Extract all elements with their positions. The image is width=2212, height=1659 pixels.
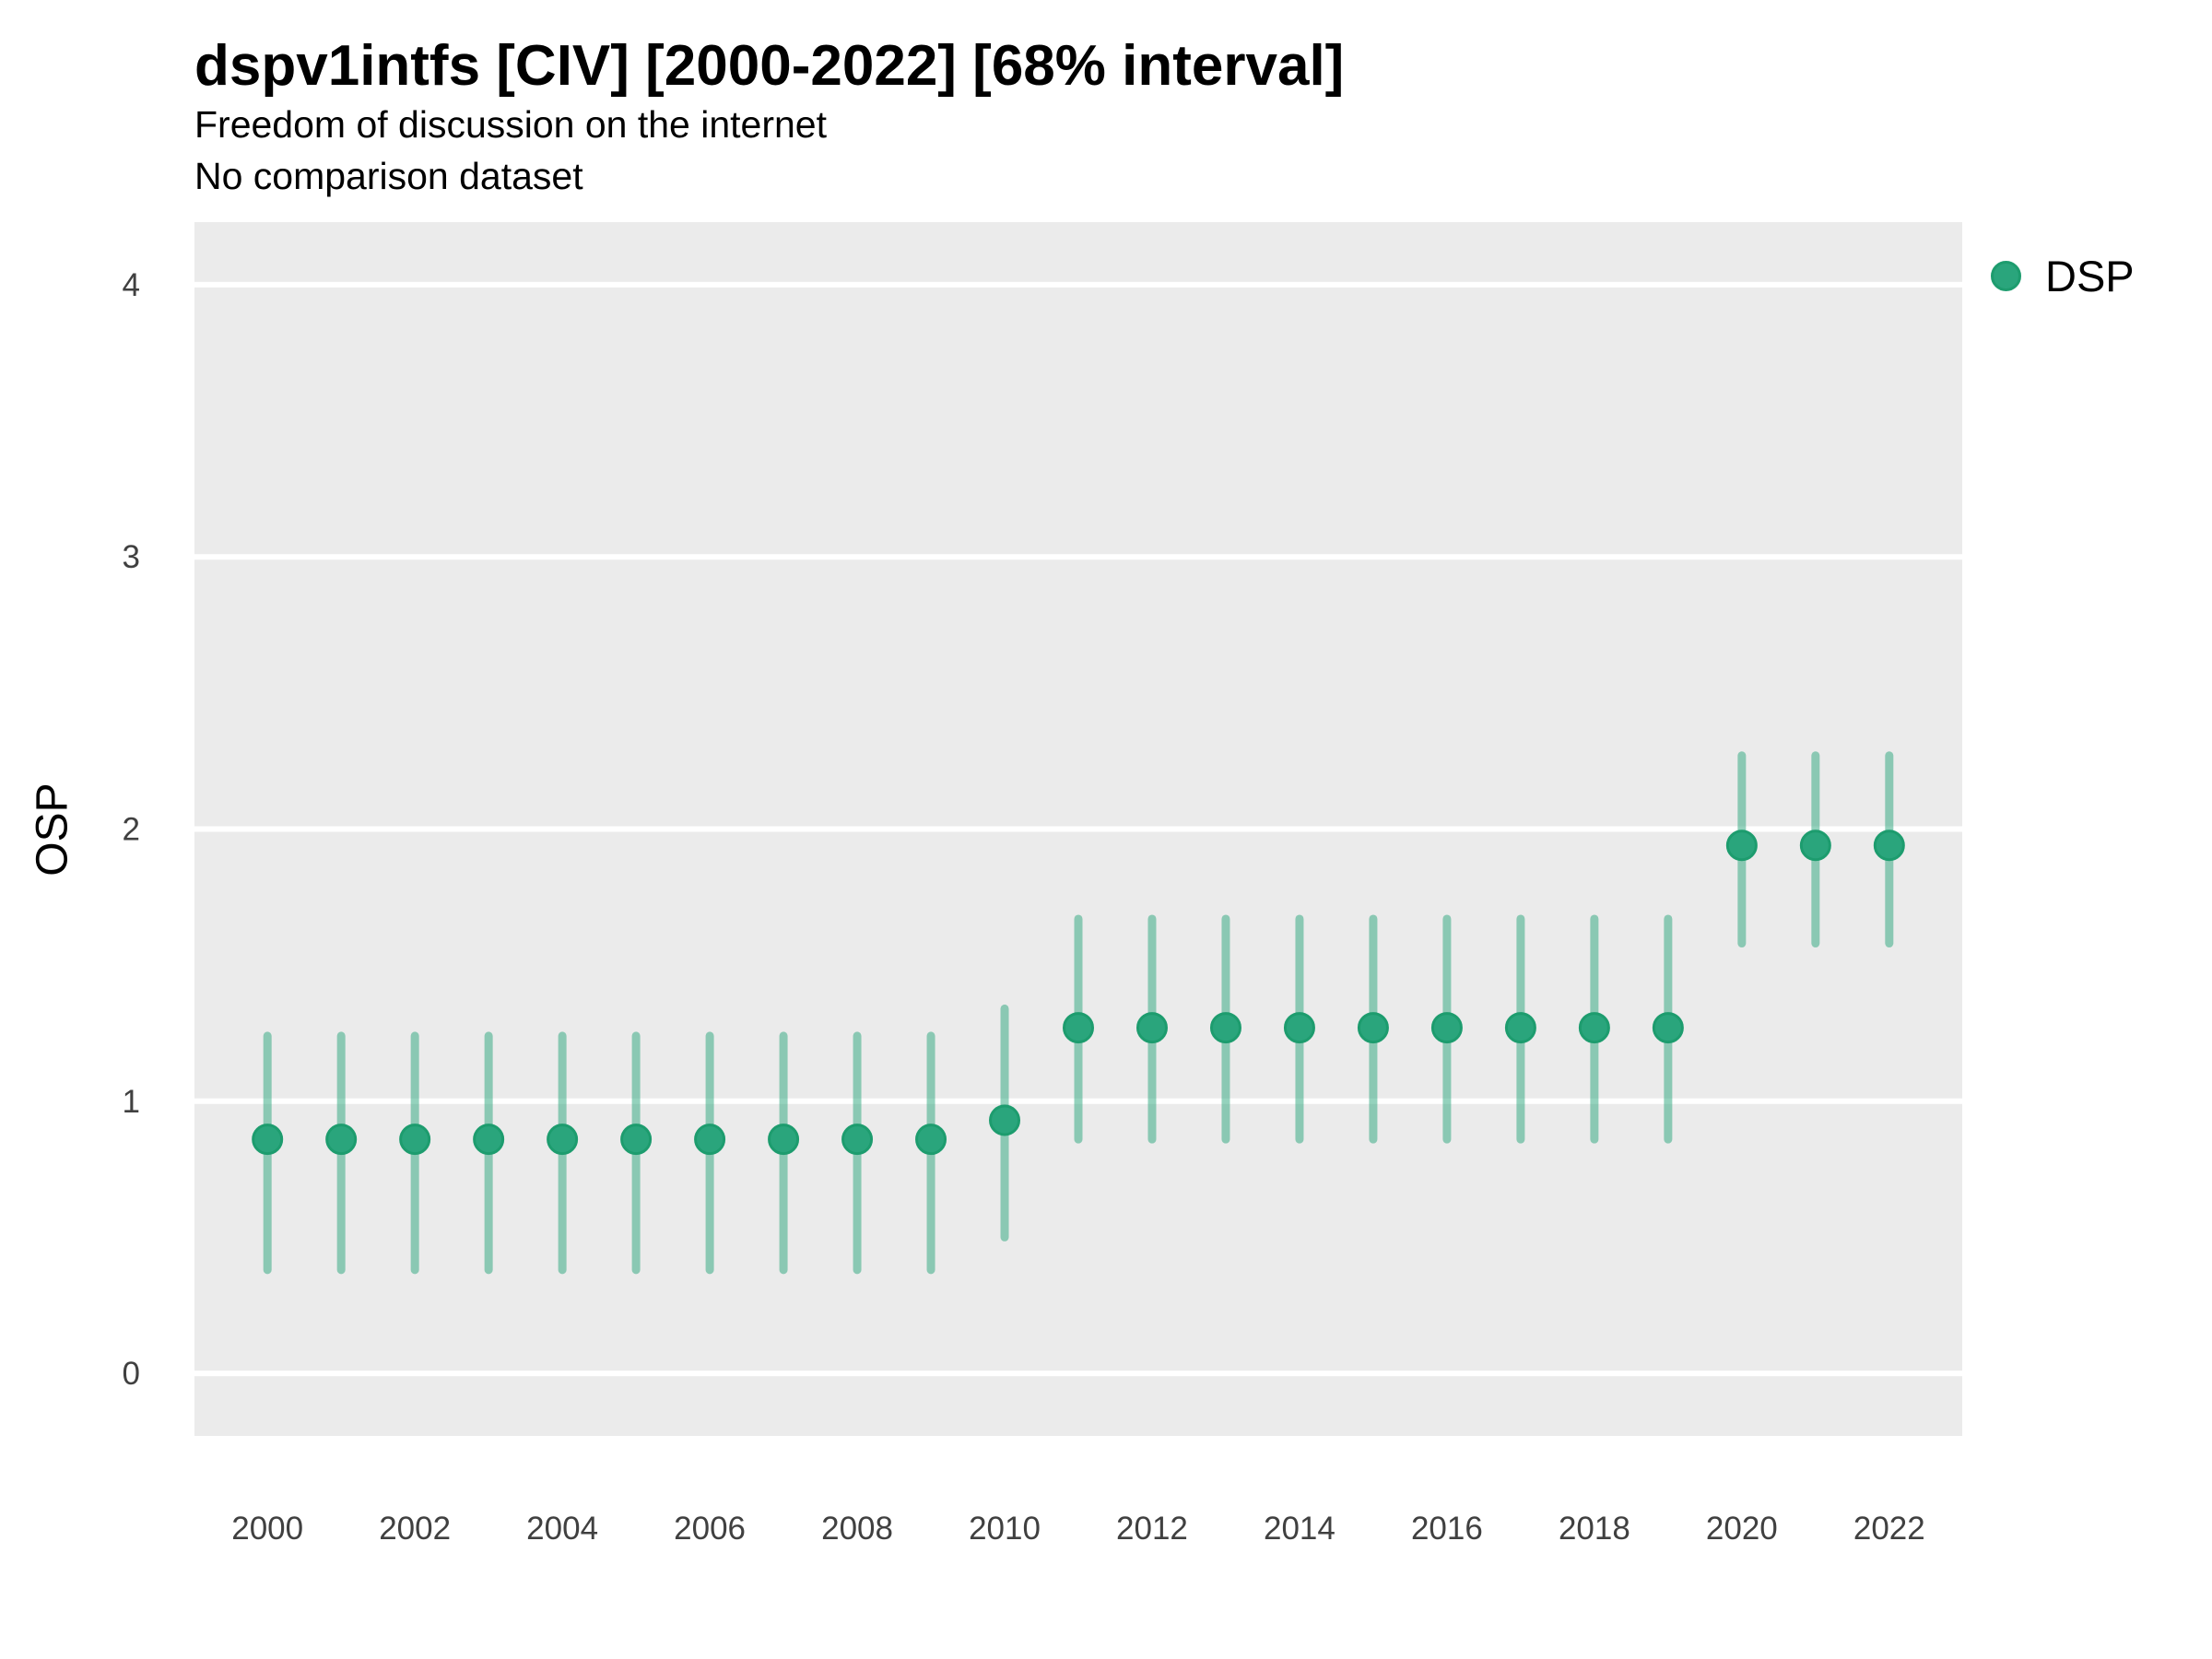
point-DSP-2020: [1725, 830, 1758, 862]
x-tick-label-2020: 2020: [1706, 1511, 1778, 1547]
x-tick-label-2004: 2004: [526, 1511, 598, 1547]
x-tick-label-2008: 2008: [821, 1511, 893, 1547]
point-DSP-2008: [841, 1124, 874, 1156]
point-DSP-2015: [1357, 1012, 1389, 1044]
point-DSP-2009: [915, 1124, 947, 1156]
legend-circle-icon: [1991, 261, 2021, 291]
point-DSP-2014: [1283, 1012, 1315, 1044]
point-DSP-2019: [1652, 1012, 1684, 1044]
x-tick-label-2022: 2022: [1853, 1511, 1925, 1547]
x-tick-label-2002: 2002: [379, 1511, 451, 1547]
point-DSP-2002: [399, 1124, 431, 1156]
legend: DSP: [1991, 251, 2135, 301]
point-DSP-2006: [694, 1124, 726, 1156]
y-tick-label-1: 1: [123, 1084, 140, 1120]
point-DSP-2011: [1063, 1012, 1094, 1044]
point-DSP-2003: [473, 1124, 505, 1156]
x-tick-label-2012: 2012: [1116, 1511, 1188, 1547]
chart-subtitle: Freedom of discussion on the internet: [194, 103, 827, 146]
x-tick-label-2006: 2006: [674, 1511, 746, 1547]
point-DSP-2018: [1578, 1012, 1610, 1044]
point-DSP-2007: [768, 1124, 800, 1156]
point-DSP-2016: [1430, 1012, 1463, 1044]
point-DSP-2021: [1799, 830, 1831, 862]
y-tick-label-0: 0: [123, 1356, 140, 1392]
legend-label: DSP: [2045, 252, 2135, 300]
x-tick-label-2016: 2016: [1411, 1511, 1483, 1547]
point-DSP-2004: [547, 1124, 579, 1156]
point-DSP-2013: [1209, 1012, 1241, 1044]
point-DSP-2022: [1873, 830, 1905, 862]
x-tick-label-2018: 2018: [1559, 1511, 1630, 1547]
point-DSP-2000: [252, 1124, 284, 1156]
x-tick-label-2000: 2000: [231, 1511, 303, 1547]
y-tick-label-4: 4: [123, 267, 140, 303]
y-tick-label-2: 2: [123, 812, 140, 848]
x-tick-label-2014: 2014: [1264, 1511, 1335, 1547]
x-tick-label-2010: 2010: [969, 1511, 1041, 1547]
comparison-note: No comparison dataset: [194, 155, 583, 197]
point-DSP-2005: [620, 1124, 653, 1156]
point-DSP-2001: [325, 1124, 358, 1156]
point-DSP-2017: [1504, 1012, 1536, 1044]
chart-title: dspv1intfs [CIV] [2000-2022] [68% interv…: [194, 34, 1345, 98]
point-DSP-2012: [1135, 1012, 1168, 1044]
point-DSP-2010: [989, 1104, 1021, 1136]
y-tick-label-3: 3: [123, 539, 140, 575]
